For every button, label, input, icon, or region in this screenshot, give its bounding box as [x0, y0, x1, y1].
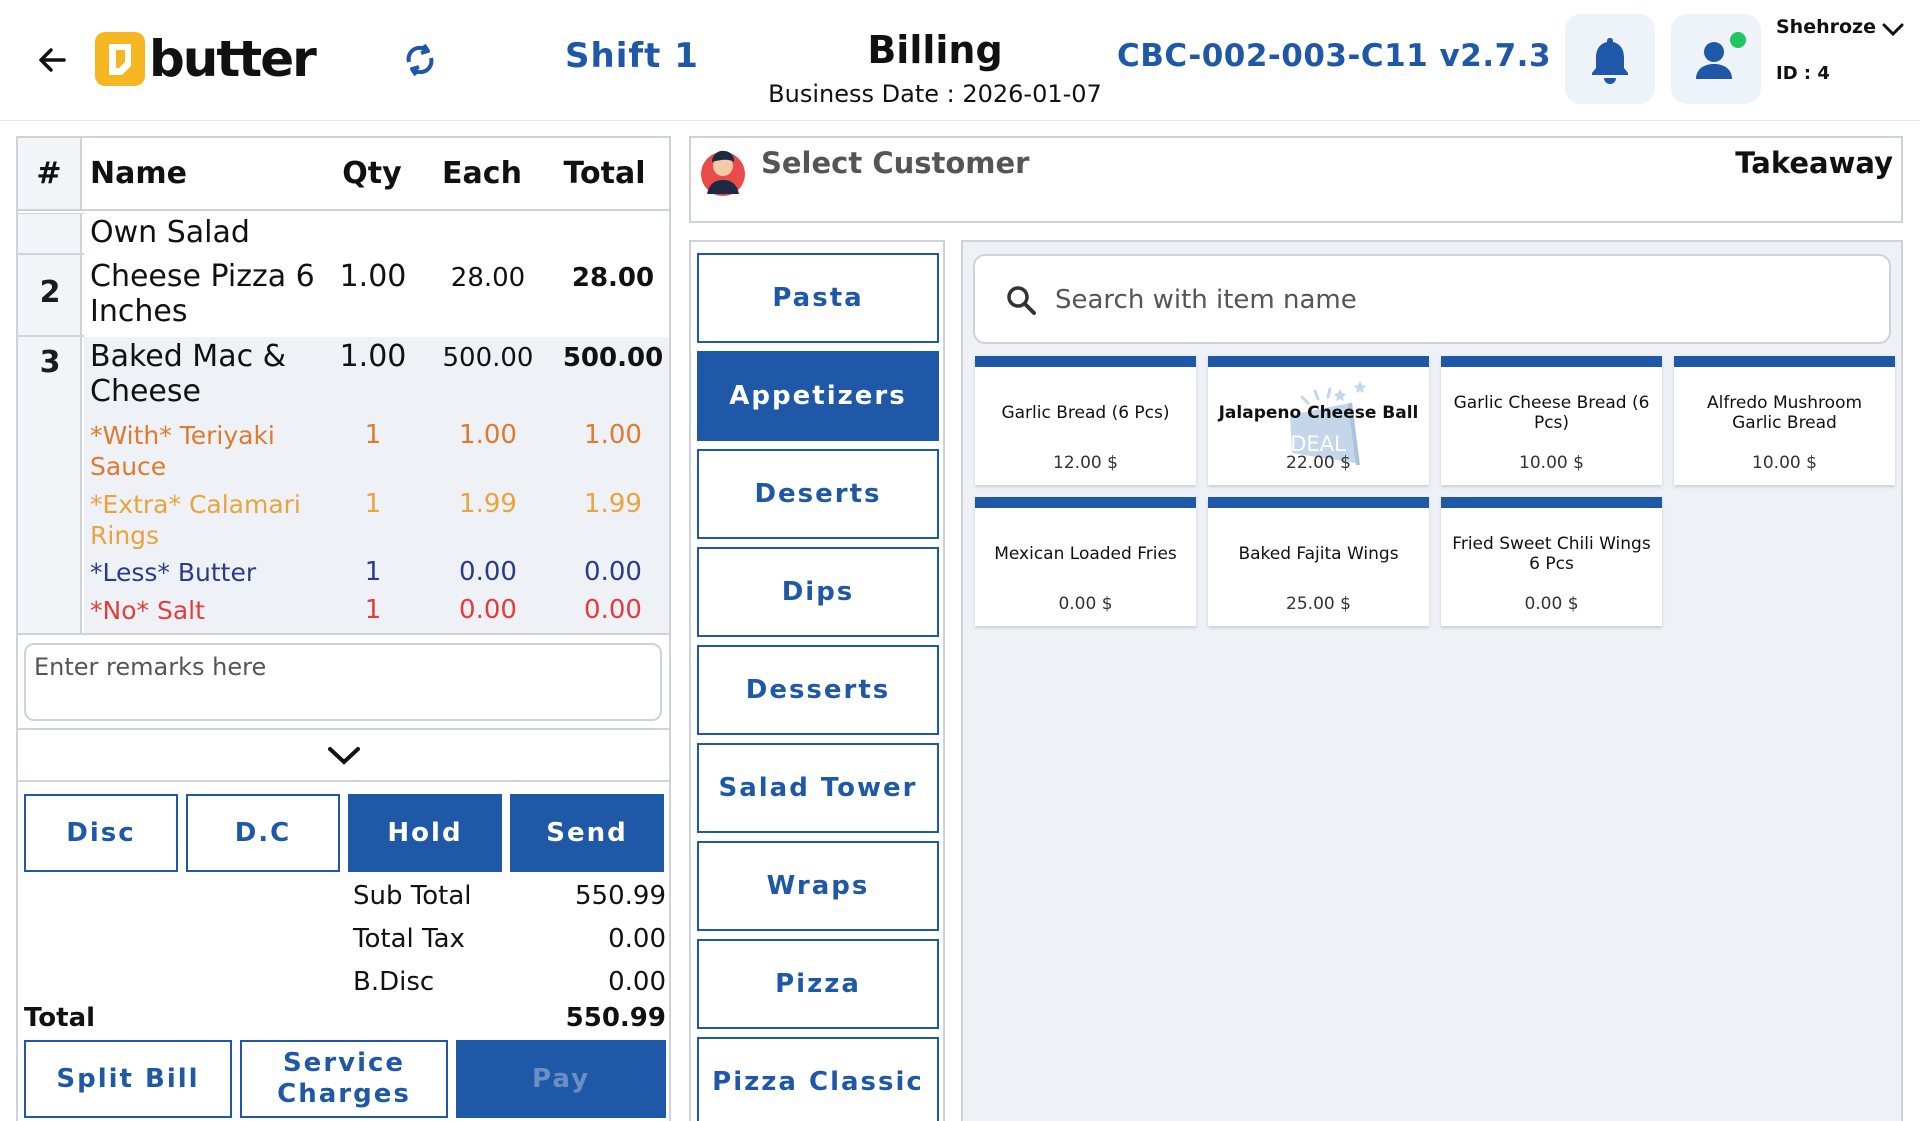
category-wraps[interactable]: Wraps: [697, 841, 939, 931]
notifications-button[interactable]: [1565, 14, 1655, 104]
item-name: Garlic Bread (6 Pcs): [1001, 403, 1170, 423]
online-status-dot: [1730, 32, 1746, 48]
item-price: 12.00 $: [1053, 453, 1118, 473]
user-name: Shehroze: [1776, 16, 1876, 38]
col-header-total: Total: [563, 156, 646, 191]
category-pizza[interactable]: Pizza: [697, 939, 939, 1029]
order-panel: # Name Qty Each Total Own Salad 2 Cheese…: [16, 136, 671, 1121]
col-header-name: Name: [90, 156, 187, 191]
category-appetizers[interactable]: Appetizers: [697, 351, 939, 441]
item-card[interactable]: Fried Sweet Chili Wings 6 Pcs 0.00 $: [1441, 497, 1662, 626]
search-box: [973, 254, 1891, 344]
bill-discount-label: B.Disc: [353, 967, 435, 997]
customer-avatar-icon: [699, 144, 747, 198]
table-row[interactable]: 3 Baked Mac & Cheese 1.00 500.00 500.00: [39, 339, 664, 409]
category-pasta[interactable]: Pasta: [697, 253, 939, 343]
remarks-section: [18, 633, 669, 730]
category-dips[interactable]: Dips: [697, 547, 939, 637]
subtotal-label: Sub Total: [353, 881, 472, 911]
discount-button[interactable]: Disc: [24, 794, 178, 872]
customer-bar[interactable]: Select Customer Takeaway: [689, 136, 1903, 223]
logo-mark-icon: [95, 32, 145, 86]
item-name: Alfredo Mushroom Garlic Bread: [1706, 393, 1863, 433]
service-charges-button[interactable]: Service Charges: [240, 1040, 448, 1118]
col-header-qty: Qty: [342, 156, 402, 191]
category-desserts[interactable]: Desserts: [697, 645, 939, 735]
hold-button[interactable]: Hold: [348, 794, 502, 872]
item-card[interactable]: Jalapeno Cheese Ball DEAL 22.00 $: [1208, 356, 1429, 485]
item-card[interactable]: Garlic Bread (6 Pcs) 12.00 $: [975, 356, 1196, 485]
item-name: Jalapeno Cheese Ball: [1218, 403, 1419, 423]
item-name: Fried Sweet Chili Wings 6 Pcs: [1452, 534, 1651, 574]
split-bill-button[interactable]: Split Bill: [24, 1040, 232, 1118]
col-header-num: #: [18, 138, 82, 209]
select-customer-label[interactable]: Select Customer: [761, 146, 1030, 180]
user-profile-button[interactable]: [1671, 14, 1761, 104]
total-label: Total: [24, 1003, 96, 1033]
modifier-row[interactable]: *Extra* Calamari Rings 1 1.99 1.99: [90, 489, 642, 550]
item-card[interactable]: Alfredo Mushroom Garlic Bread 10.00 $: [1674, 356, 1895, 485]
item-card[interactable]: Garlic Cheese Bread (6 Pcs) 10.00 $: [1441, 356, 1662, 485]
bill-discount-value: 0.00: [608, 967, 666, 997]
category-salad-tower[interactable]: Salad Tower: [697, 743, 939, 833]
table-row[interactable]: 2 Cheese Pizza 6 Inches 1.00 28.00 28.00: [39, 259, 655, 329]
item-price: 0.00 $: [1524, 594, 1579, 614]
item-price: 25.00 $: [1286, 594, 1351, 614]
expand-toggle[interactable]: [18, 732, 669, 782]
user-avatar-icon: [1696, 42, 1732, 79]
col-header-each: Each: [442, 156, 522, 191]
delivery-charge-button[interactable]: D.C: [186, 794, 340, 872]
back-arrow-icon[interactable]: [34, 42, 70, 78]
user-id: ID : 4: [1776, 63, 1830, 84]
search-icon: [1007, 286, 1036, 315]
search-input[interactable]: [1055, 276, 1875, 324]
sync-icon[interactable]: [398, 38, 442, 82]
tax-label: Total Tax: [353, 924, 465, 954]
remarks-input[interactable]: [24, 643, 662, 721]
total-value: 550.99: [565, 1003, 666, 1033]
business-date: Business Date : 2026-01-07: [768, 80, 1102, 108]
table-row-selected[interactable]: [84, 337, 669, 633]
order-type-label[interactable]: Takeaway: [1735, 146, 1893, 180]
category-deserts[interactable]: Deserts: [697, 449, 939, 539]
modifier-row[interactable]: *Less* Butter 1 0.00 0.00: [90, 557, 642, 587]
order-lines: Own Salad 2 Cheese Pizza 6 Inches 1.00 2…: [18, 213, 669, 633]
item-name: Baked Fajita Wings: [1238, 544, 1399, 564]
bell-icon: [1592, 38, 1628, 84]
modifier-row[interactable]: *With* Teriyaki Sauce 1 1.00 1.00: [90, 420, 642, 481]
modifier-row[interactable]: *No* Salt 1 0.00 0.00: [90, 595, 642, 625]
item-card[interactable]: Mexican Loaded Fries 0.00 $: [975, 497, 1196, 626]
tax-value: 0.00: [608, 924, 666, 954]
terminal-version: CBC-002-003-C11 v2.7.3: [1117, 38, 1552, 74]
item-card[interactable]: Baked Fajita Wings 25.00 $: [1208, 497, 1429, 626]
top-bar: butter Shift 1 Billing Business Date : 2…: [0, 0, 1920, 121]
butter-logo: butter: [95, 30, 317, 88]
item-name: Mexican Loaded Fries: [994, 544, 1177, 564]
category-list: Pasta Appetizers Deserts Dips Desserts S…: [689, 240, 945, 1121]
logo-text: butter: [149, 30, 317, 88]
chevron-down-icon: [327, 747, 360, 765]
shift-label: Shift 1: [565, 36, 699, 76]
send-button[interactable]: Send: [510, 794, 664, 872]
page-title: Billing: [867, 28, 1003, 72]
table-row[interactable]: Own Salad: [90, 215, 250, 250]
item-name: Garlic Cheese Bread (6 Pcs): [1453, 393, 1650, 433]
deal-badge-label: DEAL: [1290, 432, 1346, 456]
item-price: 22.00 $: [1286, 453, 1351, 473]
pay-button[interactable]: Pay: [456, 1040, 666, 1118]
item-price: 10.00 $: [1752, 453, 1817, 473]
item-price: 10.00 $: [1519, 453, 1584, 473]
category-pizza-classic[interactable]: Pizza Classic: [697, 1037, 939, 1121]
chevron-down-icon[interactable]: [1880, 18, 1906, 40]
subtotal-value: 550.99: [575, 881, 666, 911]
items-area: Garlic Bread (6 Pcs) 12.00 $ Jalapeno Ch…: [961, 240, 1903, 1121]
item-price: 0.00 $: [1058, 594, 1113, 614]
order-table-header: # Name Qty Each Total: [18, 138, 669, 211]
